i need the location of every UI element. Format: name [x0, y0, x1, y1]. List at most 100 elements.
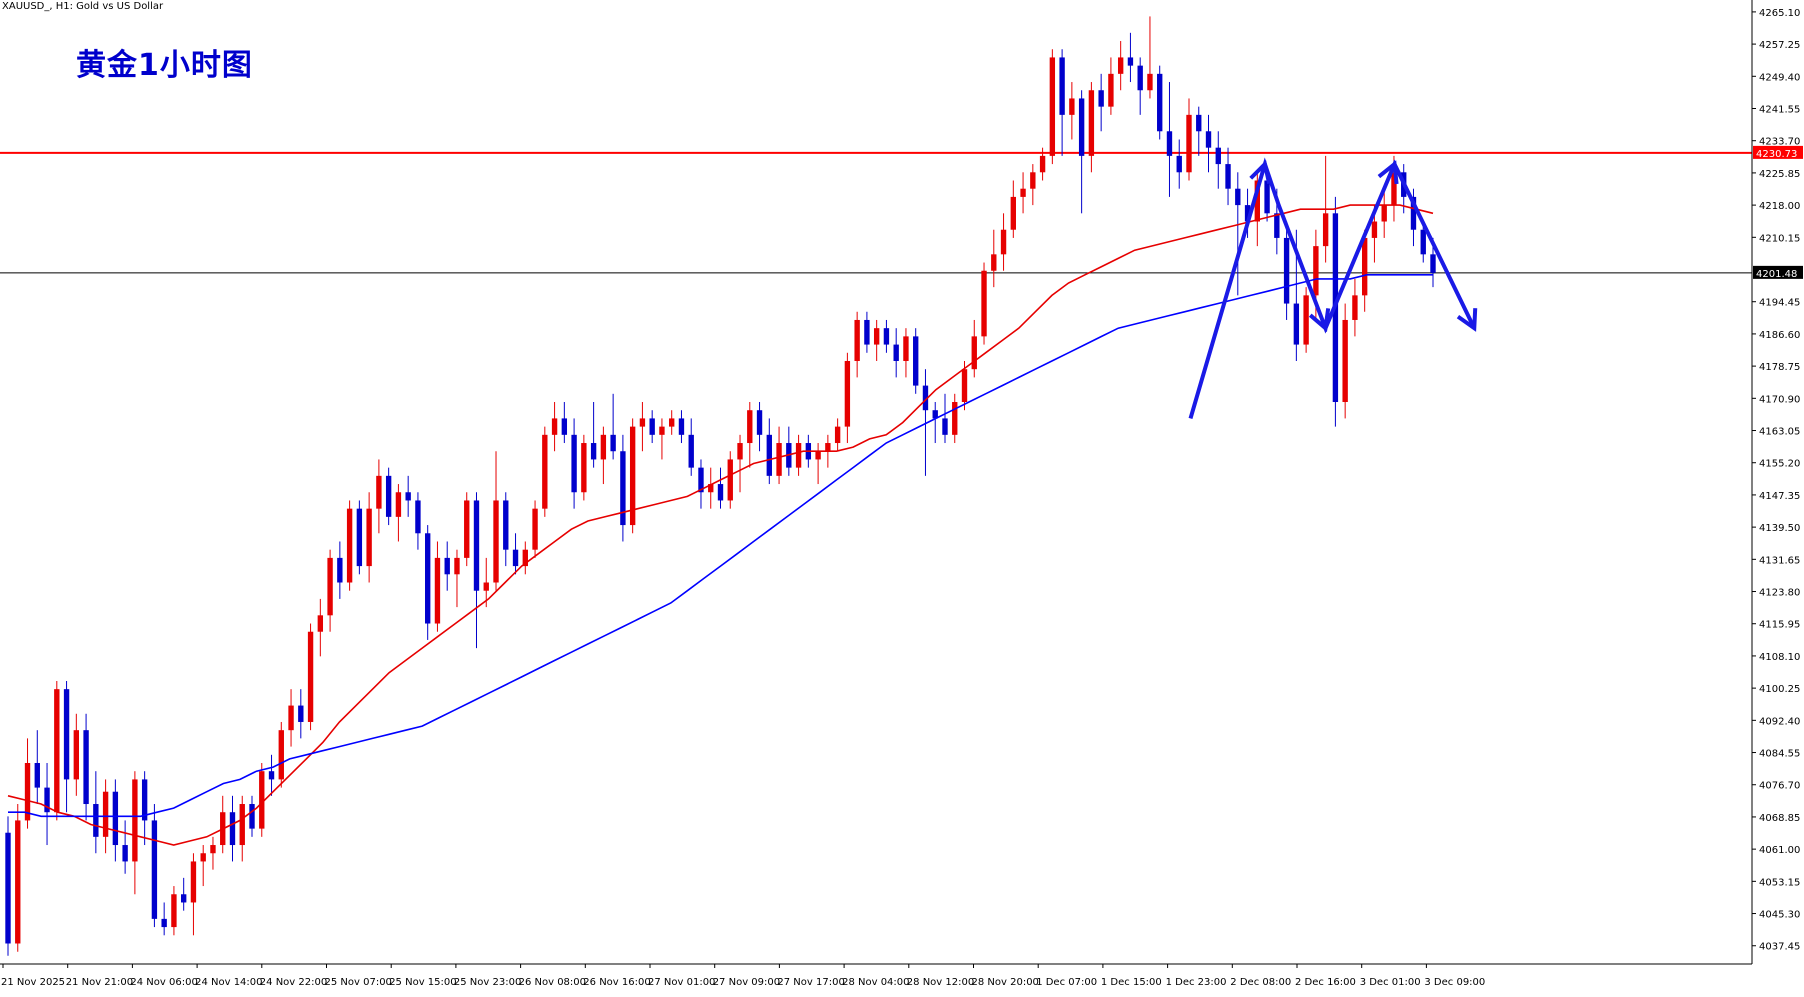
- y-tick-label: 4100.25: [1759, 684, 1800, 695]
- candle-body: [571, 434, 577, 493]
- y-tick-label: 4037.45: [1759, 942, 1800, 953]
- x-tick-label: 26 Nov 08:00: [519, 977, 586, 988]
- x-tick-label: 3 Dec 09:00: [1424, 977, 1485, 988]
- candle-body: [561, 418, 568, 435]
- moving-average-slow: [8, 274, 1433, 818]
- candle-body: [1176, 155, 1182, 173]
- candle-body: [698, 467, 704, 493]
- forecast-arrowhead-up: [1377, 160, 1399, 185]
- candle-body: [171, 894, 177, 928]
- candle-body: [854, 319, 860, 361]
- candle-body: [337, 557, 343, 583]
- current-price-tag: [1753, 265, 1803, 279]
- candle-body: [1088, 90, 1095, 156]
- candle-body: [1010, 196, 1016, 230]
- candle-body: [678, 418, 685, 435]
- current-price-label: 4201.48: [1756, 269, 1797, 280]
- x-tick-label: 24 Nov 14:00: [195, 977, 262, 988]
- candle-body: [952, 402, 958, 435]
- candle-body: [1098, 90, 1104, 107]
- candle-body: [1117, 57, 1124, 74]
- candle-body: [298, 705, 304, 722]
- candle-body: [737, 443, 743, 460]
- forecast-zigzag: [1188, 157, 1477, 419]
- candle-body: [522, 549, 528, 567]
- candle-body: [873, 328, 880, 345]
- candle-body: [503, 500, 509, 550]
- y-tick-label: 4218.00: [1759, 201, 1800, 212]
- candle-body: [1186, 114, 1192, 173]
- x-tick-label: 2 Dec 08:00: [1230, 977, 1291, 988]
- candle-body: [639, 418, 646, 427]
- candle-body: [717, 484, 724, 501]
- candle-body: [893, 344, 899, 361]
- y-tick-label: 4241.55: [1759, 105, 1800, 116]
- candle-body: [903, 336, 909, 361]
- candle-body: [1420, 229, 1426, 255]
- candle-body: [1078, 98, 1085, 156]
- candle-body: [151, 820, 158, 919]
- candle-body: [1371, 221, 1378, 238]
- candle-body: [1157, 73, 1163, 132]
- candle-body: [1205, 131, 1212, 148]
- y-tick-label: 4139.50: [1759, 523, 1800, 534]
- candle-body: [54, 689, 60, 813]
- candle-body: [883, 328, 890, 345]
- candle-body: [1283, 237, 1290, 304]
- y-tick-label: 4257.25: [1759, 40, 1800, 51]
- candle-body: [1069, 98, 1075, 115]
- candle-body: [1352, 295, 1358, 320]
- candle-body: [1215, 147, 1221, 165]
- candle-body: [1039, 155, 1046, 173]
- candle-body: [1293, 303, 1300, 345]
- candle-body: [1322, 213, 1329, 247]
- y-tick-label: 4186.60: [1759, 330, 1800, 341]
- candle-body: [747, 410, 753, 444]
- candle-body: [991, 254, 997, 271]
- x-tick-label: 27 Nov 17:00: [777, 977, 844, 988]
- candle-body: [44, 787, 50, 813]
- symbol-caption: XAUUSD_, H1: Gold vs US Dollar: [2, 1, 164, 12]
- candle-body: [473, 500, 480, 591]
- y-tick-label: 4108.10: [1759, 652, 1800, 663]
- candle-body: [815, 451, 821, 460]
- candle-body: [1030, 172, 1036, 189]
- candle-body: [590, 443, 597, 460]
- candle-body: [981, 270, 987, 337]
- x-tick-label: 1 Dec 23:00: [1166, 977, 1227, 988]
- y-tick-label: 4225.85: [1759, 169, 1800, 180]
- candle-body: [1235, 188, 1241, 206]
- candle-body: [1303, 295, 1309, 345]
- candle-body: [112, 791, 119, 846]
- x-tick-label: 21 Nov 21:00: [66, 977, 133, 988]
- candle-body: [512, 549, 519, 567]
- forecast-arrowhead-up: [1249, 160, 1272, 185]
- candle-body: [200, 853, 206, 862]
- candle-body: [1430, 254, 1436, 273]
- x-tick-label: 3 Dec 01:00: [1360, 977, 1421, 988]
- candle-body: [34, 762, 40, 788]
- candle-body: [366, 508, 372, 567]
- x-tick-label: 25 Nov 07:00: [325, 977, 392, 988]
- candle-body: [864, 319, 870, 345]
- candle-body: [825, 443, 831, 452]
- y-tick-label: 4061.00: [1759, 845, 1800, 856]
- candle-body: [190, 861, 197, 903]
- candle-body: [1147, 73, 1153, 91]
- candle-body: [1361, 237, 1368, 296]
- candle-body: [1342, 319, 1348, 403]
- candle-body: [1196, 114, 1202, 132]
- y-tick-label: 4265.10: [1759, 8, 1800, 19]
- candle-body: [1166, 131, 1173, 156]
- x-tick-label: 21 Nov 2025: [1, 977, 65, 988]
- x-tick-label: 27 Nov 01:00: [648, 977, 715, 988]
- y-tick-label: 4068.85: [1759, 813, 1800, 824]
- candle-body: [425, 533, 431, 624]
- candle-body: [483, 582, 489, 591]
- candle-body: [1020, 188, 1026, 197]
- y-tick-label: 4084.55: [1759, 749, 1800, 760]
- candle-body: [1264, 180, 1270, 214]
- y-tick-label: 4163.05: [1759, 427, 1800, 438]
